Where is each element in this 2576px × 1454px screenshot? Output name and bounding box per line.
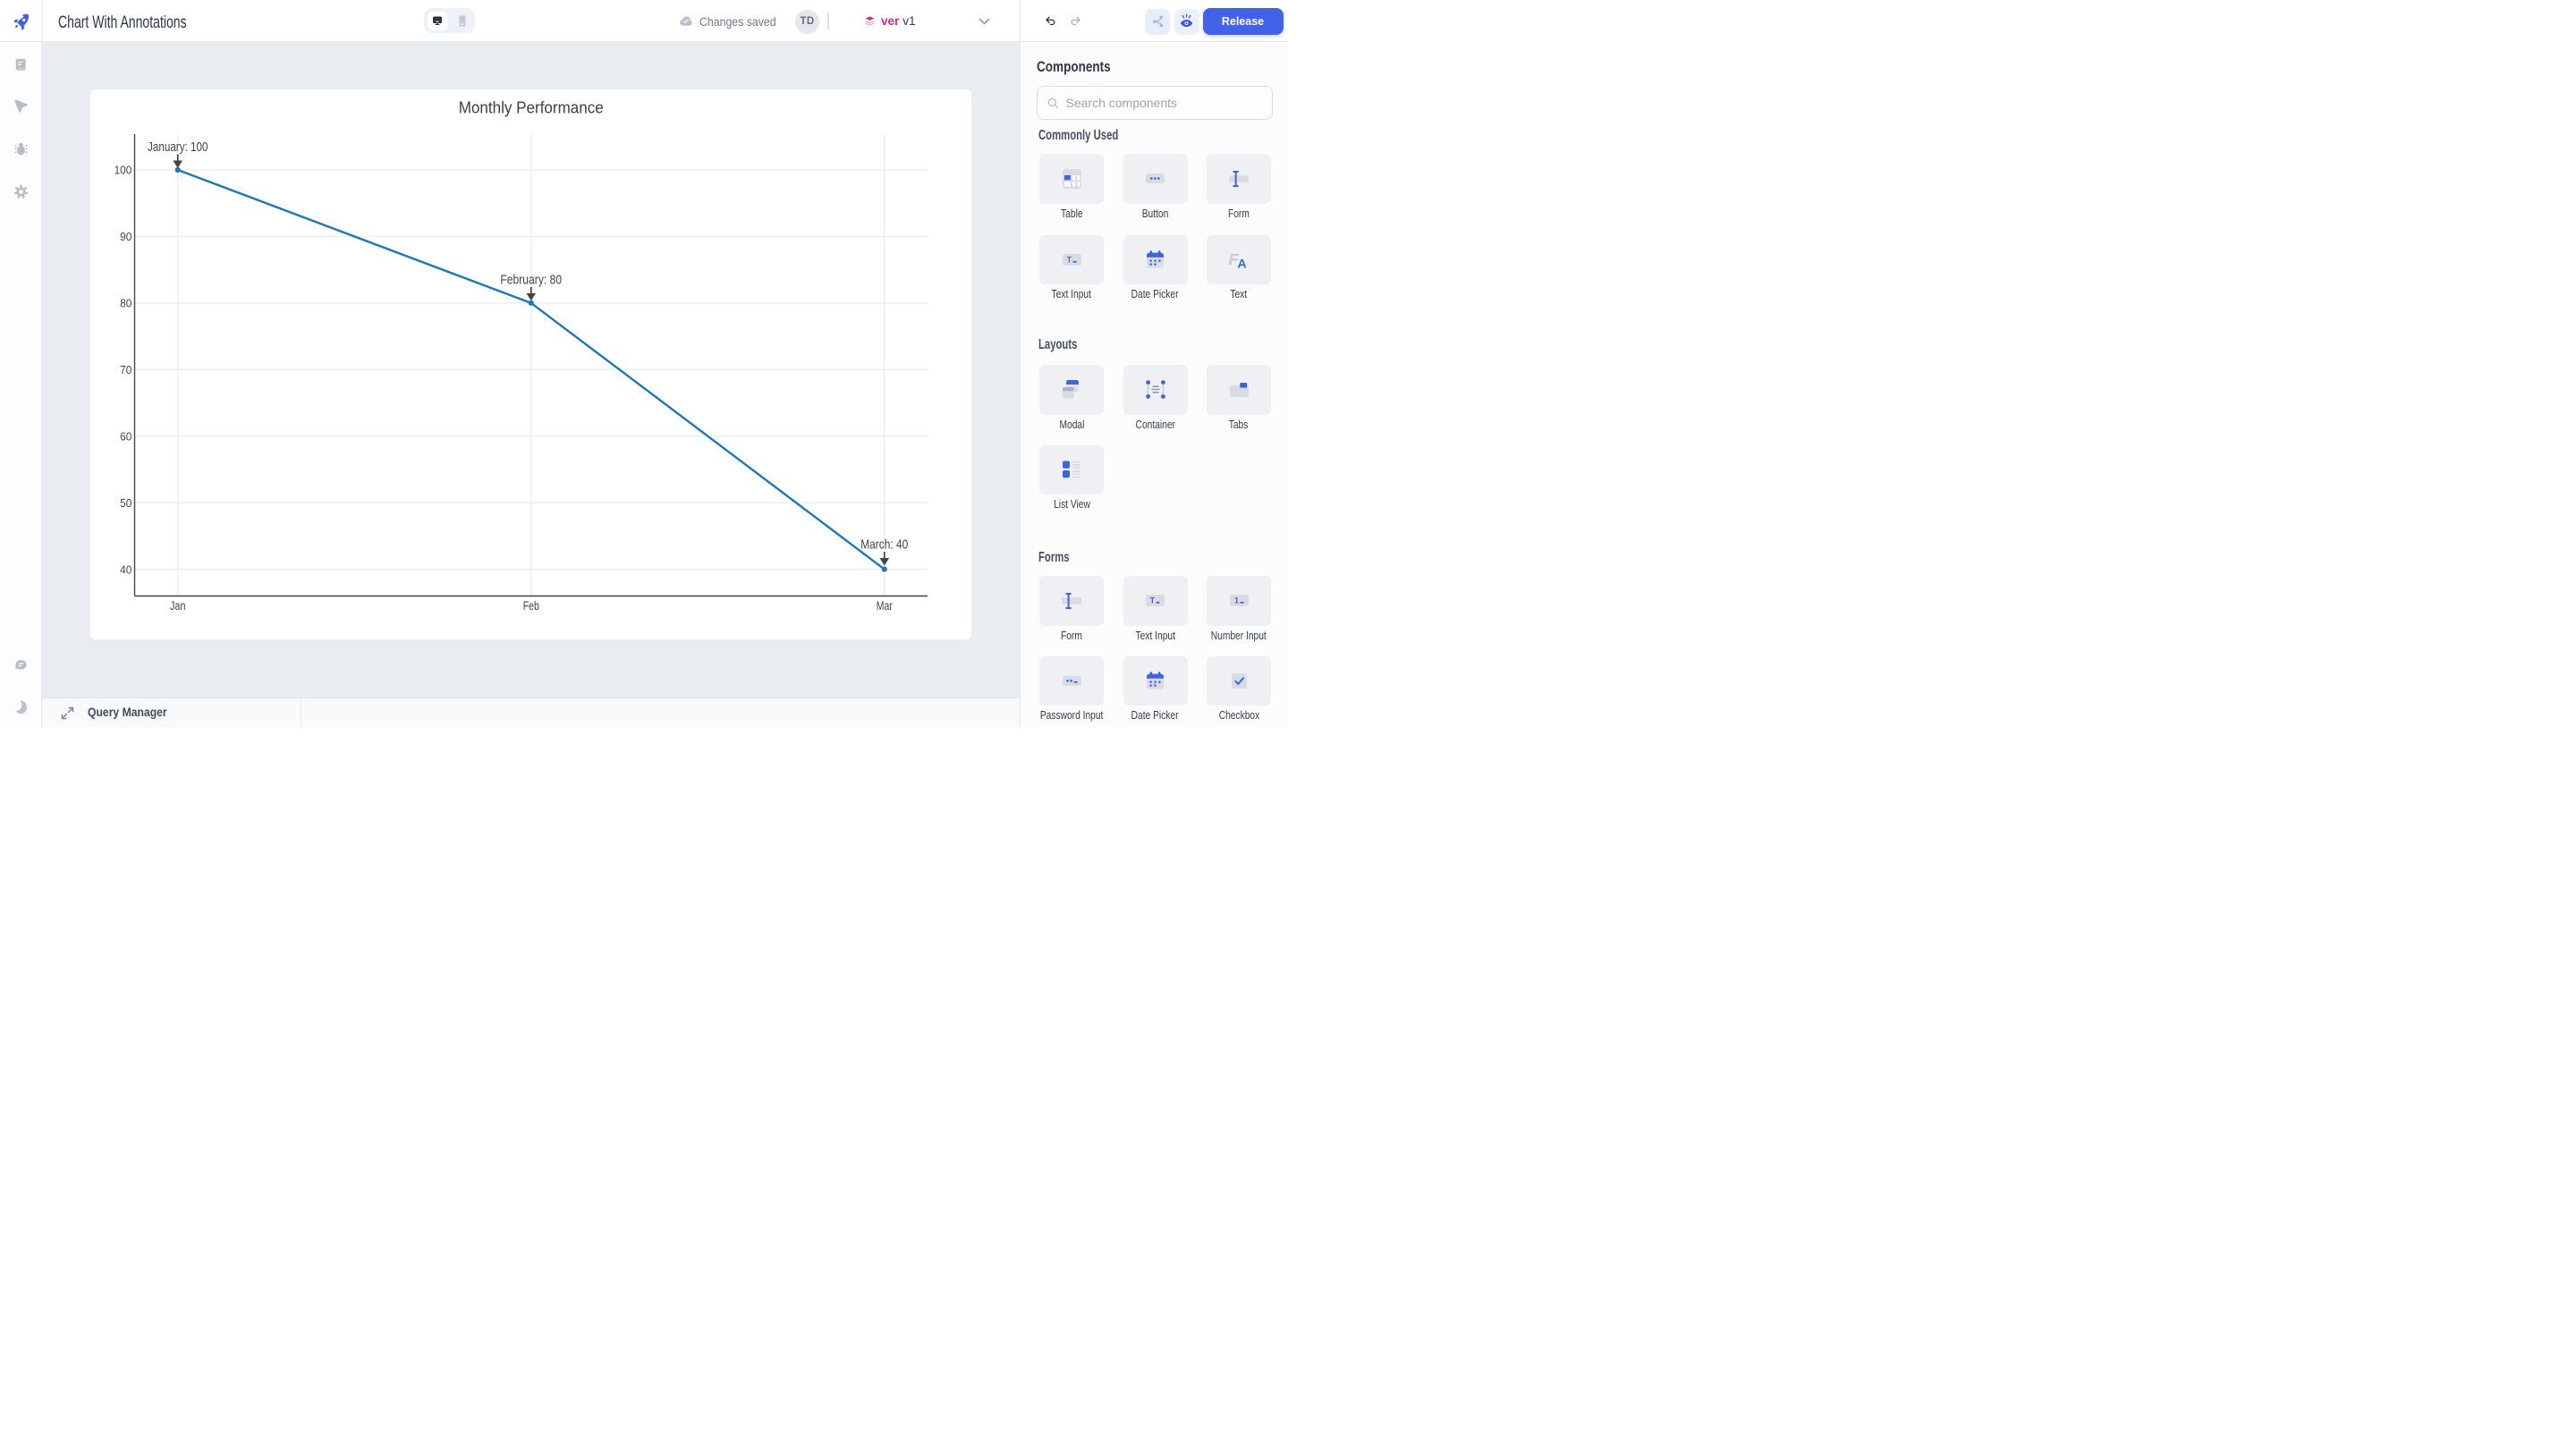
svg-text:Feb: Feb	[523, 599, 539, 613]
svg-text:F: F	[1229, 253, 1239, 268]
svg-text:60: 60	[120, 429, 131, 443]
svg-text:Mar: Mar	[877, 599, 893, 613]
svg-text:T: T	[1150, 596, 1156, 605]
svg-text:70: 70	[120, 363, 131, 376]
svg-text:100: 100	[114, 164, 132, 177]
svg-text:40: 40	[120, 562, 131, 576]
svg-text:1: 1	[1234, 596, 1239, 605]
svg-text:80: 80	[120, 297, 131, 310]
svg-text:Monthly Performance: Monthly Performance	[459, 97, 604, 116]
svg-text:January: 100: January: 100	[148, 139, 208, 155]
svg-text:March: 40: March: 40	[860, 537, 908, 553]
svg-text:A: A	[1237, 257, 1246, 270]
svg-text:50: 50	[120, 496, 131, 510]
svg-text:T: T	[1066, 255, 1072, 264]
svg-text:90: 90	[120, 230, 131, 243]
svg-text:Jan: Jan	[170, 599, 186, 613]
svg-text:February: 80: February: 80	[500, 272, 562, 287]
